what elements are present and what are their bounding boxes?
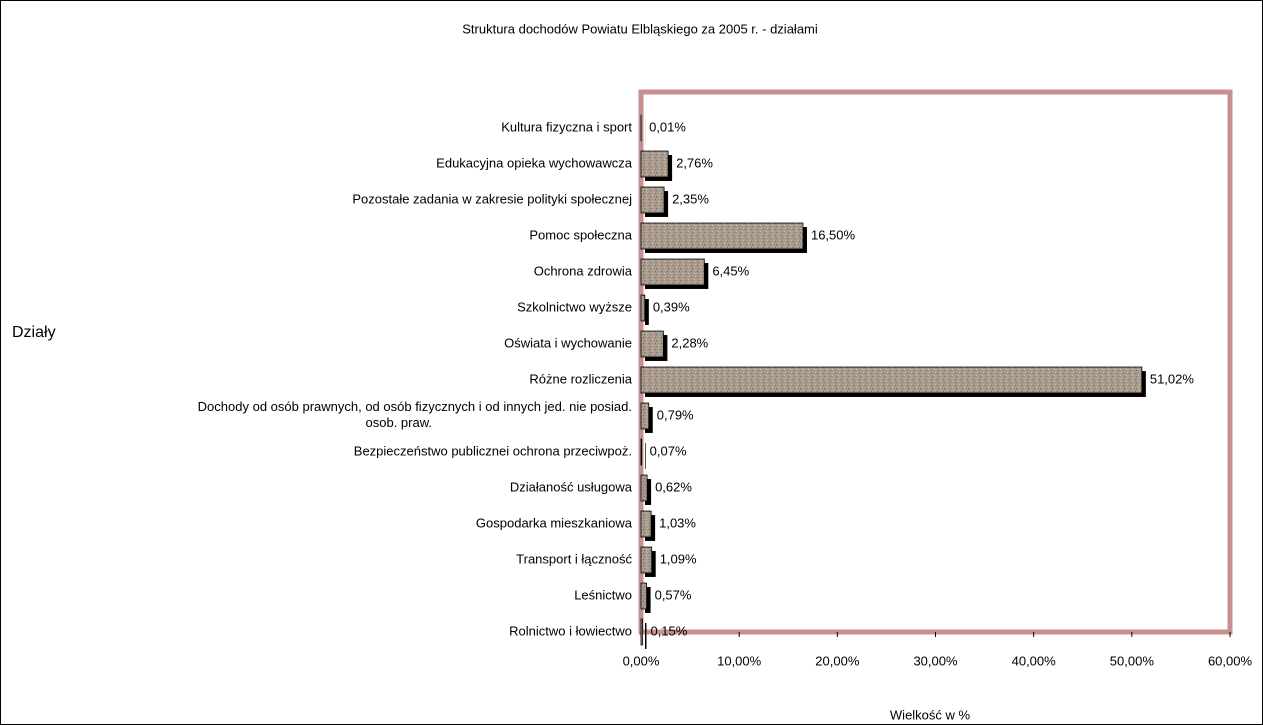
x-axis-title: Wielkość w % [890, 707, 971, 722]
value-label: 6,45% [712, 263, 749, 278]
x-tick-label: 20,00% [815, 653, 860, 668]
value-label: 2,28% [671, 335, 708, 350]
value-label: 2,35% [672, 191, 709, 206]
y-tick-label: Transport i łączność [516, 551, 632, 566]
y-tick-label: Oświata i wychowanie [504, 335, 632, 350]
bar [640, 546, 653, 574]
value-label: 1,03% [659, 515, 696, 530]
bar [640, 474, 648, 502]
y-tick-label: Rolnictwo i łowiectwo [509, 623, 632, 638]
value-label: 16,50% [811, 227, 856, 242]
value-label: 0,39% [653, 299, 690, 314]
bar-shadow [645, 443, 646, 469]
bar [640, 366, 1143, 394]
value-label: 51,02% [1150, 371, 1195, 386]
value-label: 0,15% [650, 623, 687, 638]
x-tick-label: 40,00% [1012, 653, 1057, 668]
plot-area [638, 89, 1233, 635]
y-tick-label: Leśnictwo [574, 587, 632, 602]
bar [640, 186, 665, 214]
y-tick-label: Bezpieczeństwo publicznei ochrona przeci… [354, 443, 632, 458]
bar [640, 510, 652, 538]
bar [640, 330, 664, 358]
chart-title: Struktura dochodów Powiatu Elbląskiego z… [462, 21, 818, 36]
x-tick-label: 50,00% [1110, 653, 1155, 668]
bar [640, 582, 647, 610]
value-label: 0,62% [655, 479, 692, 494]
bar [640, 150, 669, 178]
bar [640, 438, 643, 466]
value-label: 2,76% [676, 155, 713, 170]
x-tick-label: 30,00% [913, 653, 958, 668]
value-label: 1,09% [660, 551, 697, 566]
y-tick-label: Pozostałe zadania w zakresie polityki sp… [352, 191, 632, 206]
value-label: 0,07% [650, 443, 687, 458]
y-tick-label: Różne rozliczenia [529, 371, 632, 386]
bar-shadow [645, 479, 652, 505]
bar-shadow [645, 299, 649, 325]
y-tick-label: Dochody od osób prawnych, od osób fizycz… [198, 399, 632, 430]
bar [640, 294, 646, 322]
bar [640, 402, 650, 430]
x-tick-label: 10,00% [717, 653, 762, 668]
y-tick-label: Działaność usługowa [510, 479, 633, 494]
bar [640, 618, 643, 646]
y-tick-label: Kultura fizyczna i sport [501, 119, 632, 134]
y-axis-title: Działy [12, 324, 56, 341]
x-tick-label: 0,00% [623, 653, 660, 668]
y-tick-label: Ochrona zdrowia [534, 263, 633, 278]
value-label: 0,01% [649, 119, 686, 134]
value-label: 0,57% [655, 587, 692, 602]
y-tick-label: Szkolnictwo wyższe [517, 299, 632, 314]
value-label: 0,79% [657, 407, 694, 422]
bar [640, 222, 804, 250]
y-tick-label: Edukacyjna opieka wychowawcza [436, 155, 633, 170]
bar-shadow [645, 587, 651, 613]
y-tick-label: Pomoc społeczna [529, 227, 632, 242]
y-tick-label: Gospodarka mieszkaniowa [476, 515, 633, 530]
x-tick-label: 60,00% [1208, 653, 1253, 668]
bar-shadow [645, 623, 647, 649]
bar [640, 258, 705, 286]
